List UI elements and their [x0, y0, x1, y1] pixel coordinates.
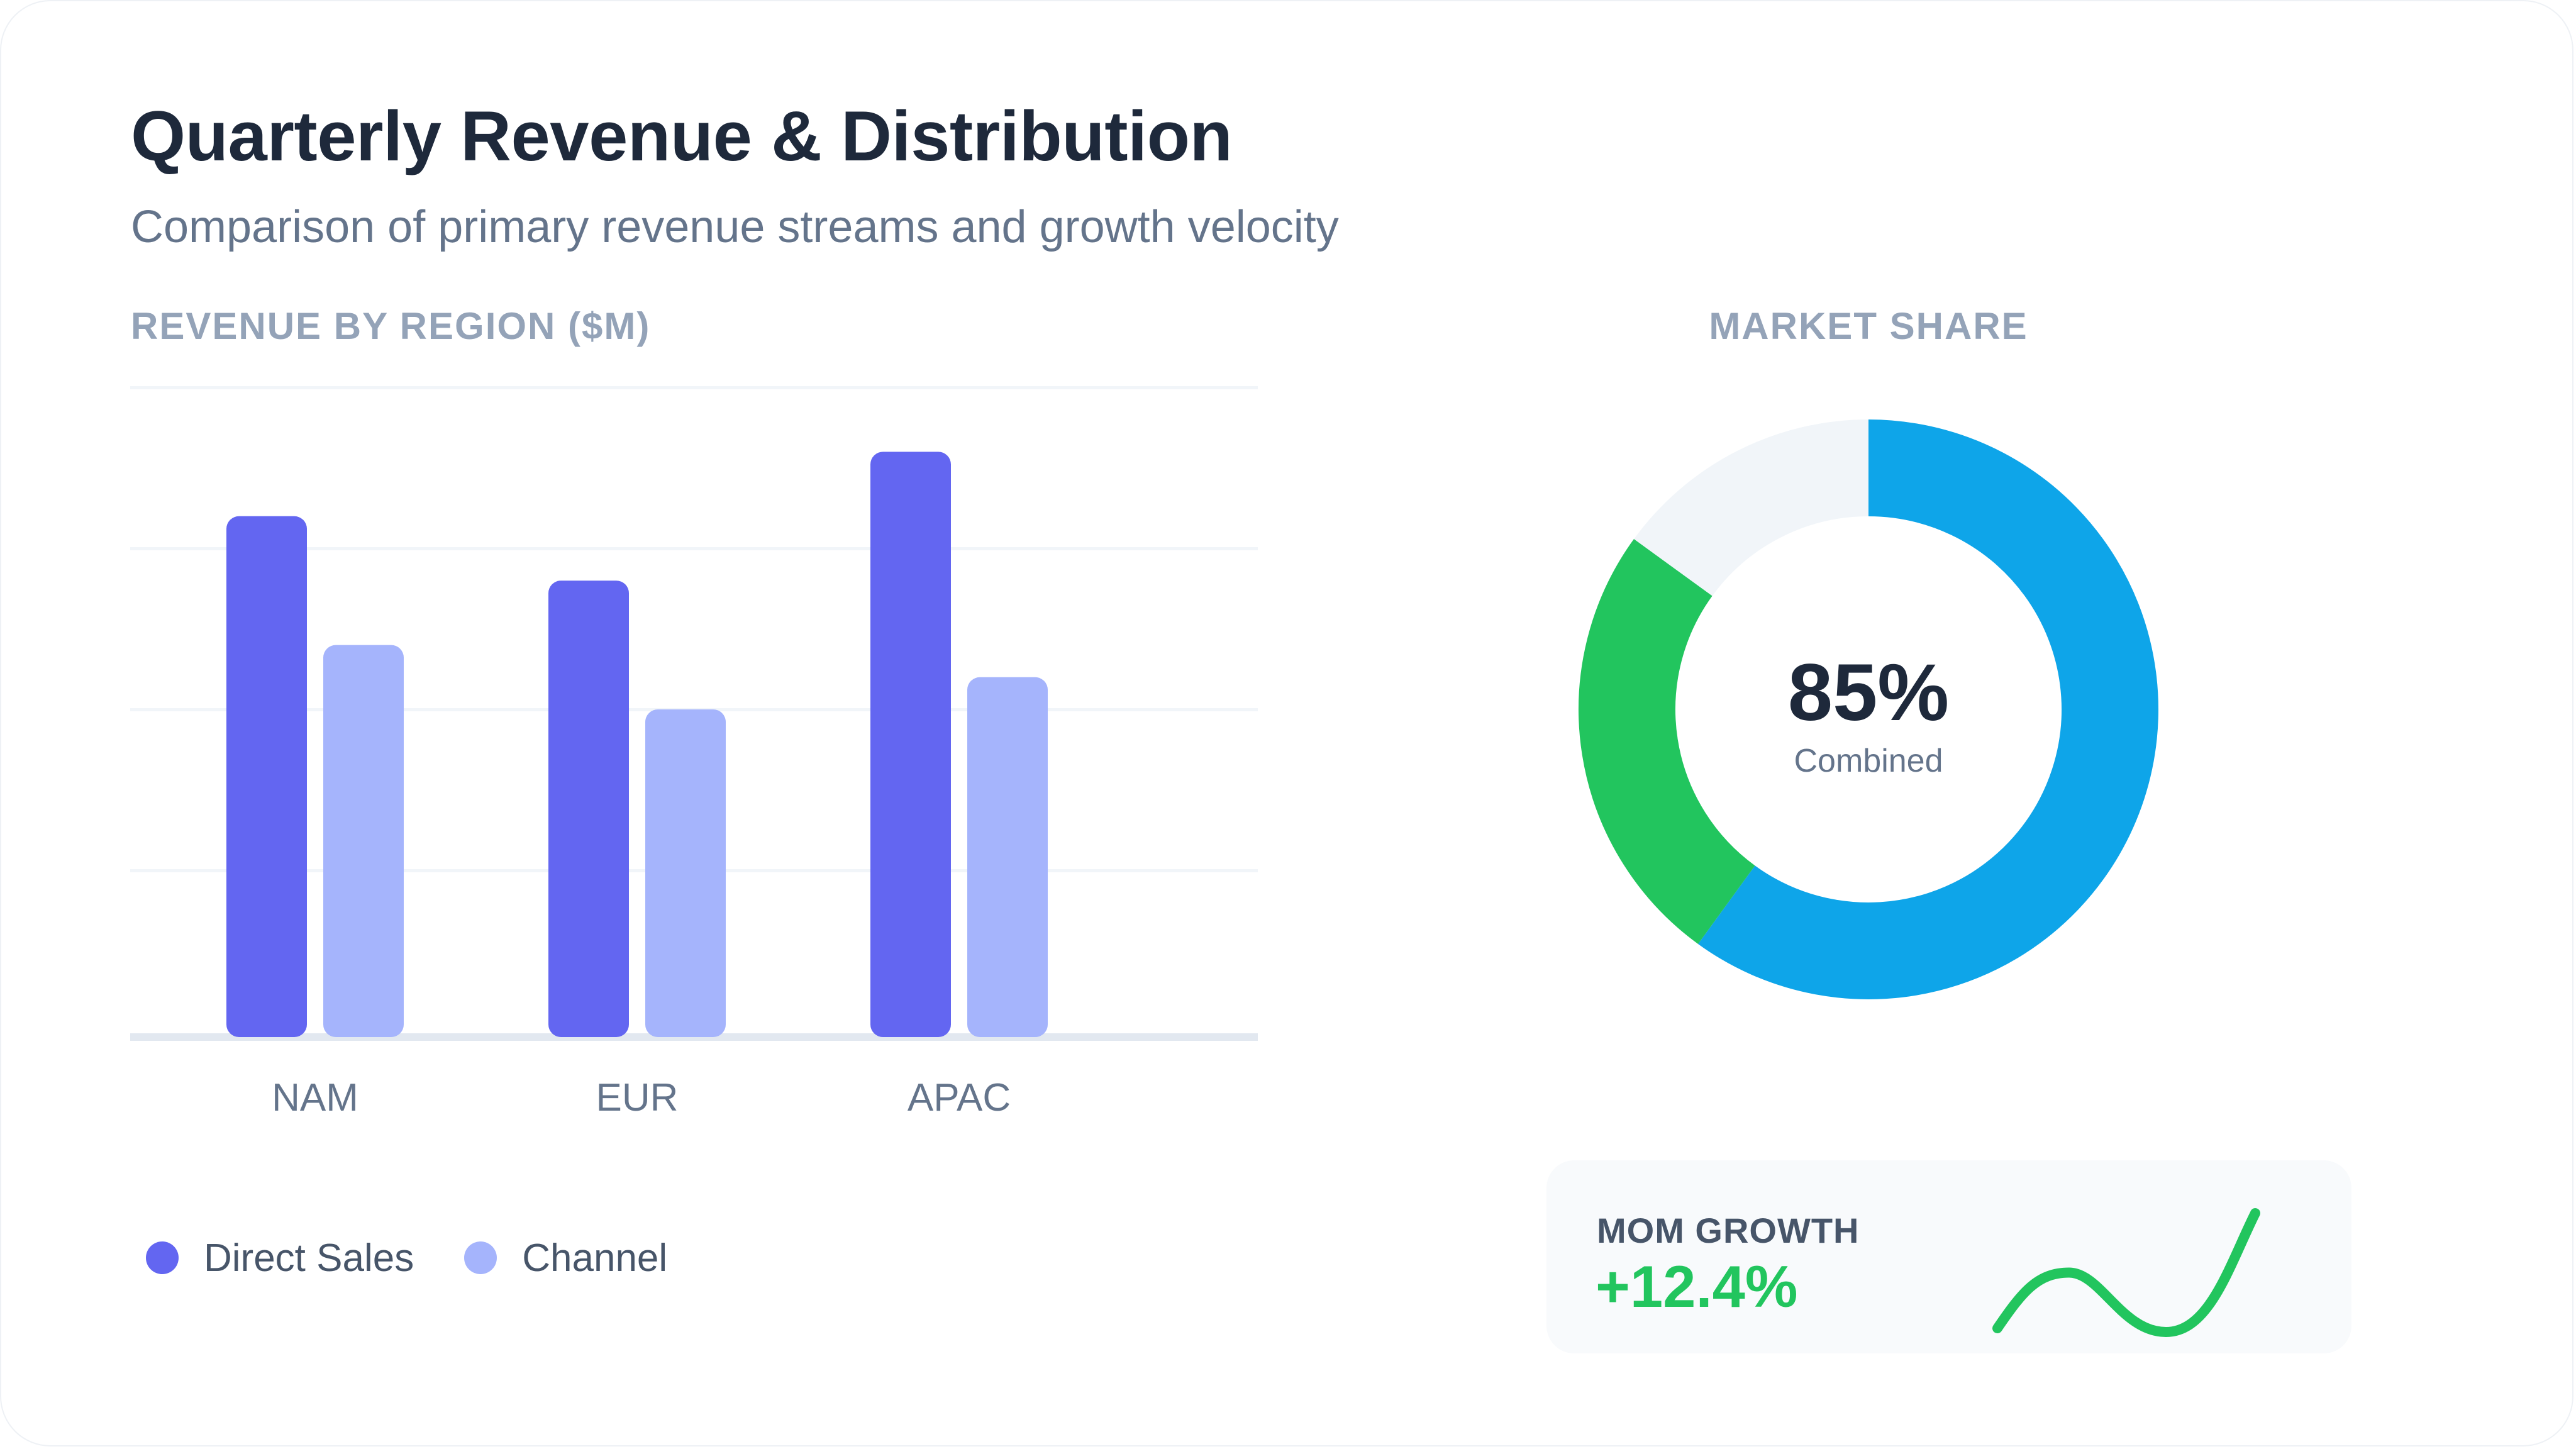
legend-label: Channel	[522, 1236, 668, 1280]
page-title: Quarterly Revenue & Distribution	[131, 97, 1233, 175]
sparkline-path	[1992, 1208, 2260, 1337]
x-tick-label: EUR	[596, 1076, 679, 1119]
donut-center-caption: Combined	[1794, 743, 1943, 779]
x-tick-label: NAM	[272, 1076, 358, 1119]
legend-dot-direct-sales	[146, 1241, 179, 1274]
bar-direct-sales-eur[interactable]	[548, 580, 629, 1037]
bar-marks	[226, 452, 1048, 1037]
page-subtitle: Comparison of primary revenue streams an…	[131, 202, 1339, 252]
mom-growth-label: MOM GROWTH	[1597, 1211, 1860, 1250]
legend-label: Direct Sales	[204, 1236, 414, 1280]
growth-sparkline	[1992, 1208, 2260, 1337]
donut-center-label: 85% Combined	[1680, 649, 2057, 780]
bar-chart-legend: Direct Sales Channel	[146, 1234, 718, 1282]
legend-item-channel[interactable]: Channel	[464, 1236, 667, 1280]
bar-channel-apac[interactable]	[967, 677, 1048, 1037]
bar-direct-sales-apac[interactable]	[870, 452, 951, 1037]
donut-slice-secondary[interactable]	[1579, 539, 1756, 944]
bar-direct-sales-nam[interactable]	[226, 516, 307, 1037]
mom-growth-card: MOM GROWTH +12.4%	[1546, 1160, 2351, 1353]
donut-slice-primary[interactable]	[1698, 419, 2158, 999]
bar-x-axis-labels: NAM EUR APAC	[272, 1076, 1011, 1119]
bar-channel-nam[interactable]	[323, 645, 404, 1037]
legend-dot-channel	[464, 1241, 497, 1274]
bar-channel-eur[interactable]	[645, 709, 726, 1037]
legend-item-direct-sales[interactable]: Direct Sales	[146, 1236, 414, 1280]
donut-chart-title: MARKET SHARE	[1709, 305, 2028, 347]
bar-chart-title: REVENUE BY REGION ($M)	[131, 305, 651, 347]
gridline	[130, 547, 1258, 550]
bar-chart: NAM EUR APAC	[130, 386, 1258, 1119]
donut-chart	[1579, 419, 2158, 999]
gridline	[130, 386, 1258, 389]
donut-center-value: 85%	[1787, 648, 1950, 738]
mom-growth-value: +12.4%	[1596, 1253, 1798, 1319]
donut-slices	[1579, 419, 2158, 999]
x-tick-label: APAC	[908, 1076, 1011, 1119]
donut-slice-remaining[interactable]	[1634, 419, 1870, 597]
